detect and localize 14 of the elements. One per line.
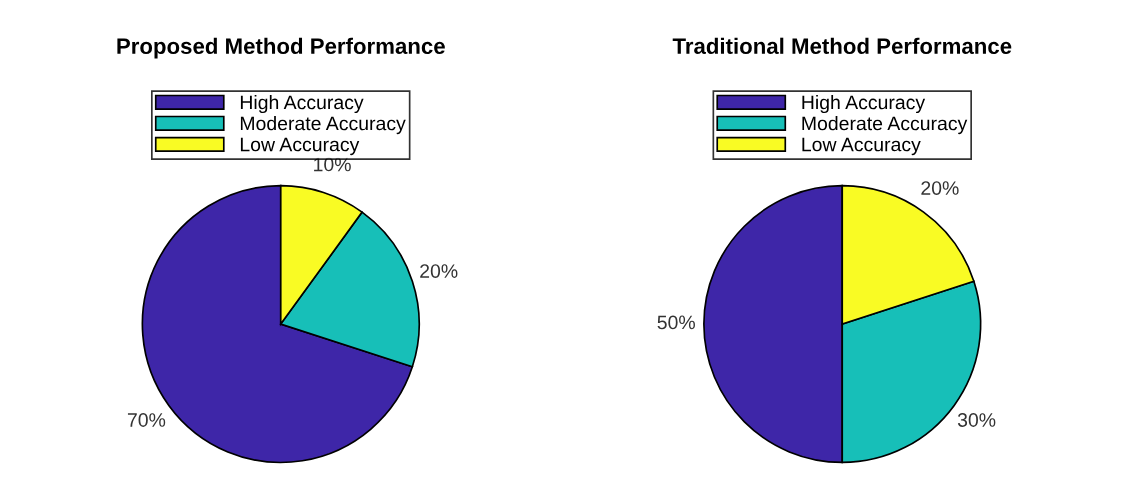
data-label: 10% <box>314 157 351 172</box>
legend-label: Low Accuracy <box>802 137 921 156</box>
legend-label: High Accuracy <box>802 94 926 114</box>
chart-title: Proposed Method Performance <box>117 37 445 59</box>
data-label: 20% <box>921 181 959 195</box>
legend-label: Moderate Accuracy <box>240 116 406 135</box>
legend-label: High Accuracy <box>240 94 364 114</box>
legend-label: Moderate Accuracy <box>802 116 968 135</box>
data-label: 50% <box>657 315 695 330</box>
legend-label: Low Accuracy <box>240 137 360 156</box>
chart-title: Traditional Method Performance <box>672 37 1012 55</box>
data-label: 20% <box>420 264 458 278</box>
data-label: 30% <box>957 413 996 427</box>
data-label: 70% <box>127 413 166 427</box>
